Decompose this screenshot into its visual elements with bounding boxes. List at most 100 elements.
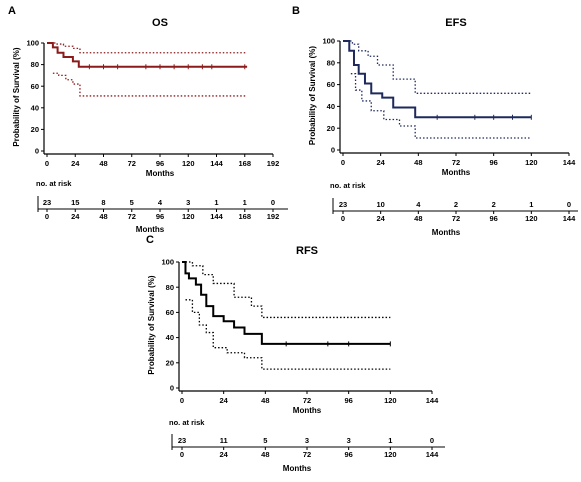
x-tick-label: 72	[452, 158, 460, 167]
ci-lower-line	[52, 72, 248, 97]
x-tick-label: 72	[303, 396, 311, 405]
risk-month-label: 72	[452, 214, 460, 223]
risk-count: 11	[220, 436, 228, 445]
y-tick-label: 60	[327, 80, 335, 89]
x-tick-label: 24	[71, 159, 80, 168]
risk-count: 0	[567, 200, 571, 209]
ci-upper-line	[182, 261, 391, 319]
x-tick-label: 144	[210, 159, 223, 168]
x-tick-label: 24	[376, 158, 385, 167]
risk-count: 23	[178, 436, 186, 445]
risk-count: 5	[130, 198, 134, 207]
risk-months-label: Months	[283, 464, 312, 473]
x-tick-label: 48	[261, 396, 269, 405]
risk-count: 8	[101, 198, 105, 207]
risk-month-label: 144	[426, 450, 439, 459]
panel-letter: C	[146, 234, 154, 246]
y-tick-label: 60	[31, 82, 39, 91]
risk-count: 3	[347, 436, 351, 445]
risk-count: 2	[492, 200, 496, 209]
y-tick-label: 20	[31, 125, 39, 134]
survival-line	[47, 42, 248, 68]
risk-count: 1	[214, 198, 218, 207]
risk-month-label: 120	[525, 214, 538, 223]
y-axis-label: Probability of Survival (%)	[147, 275, 156, 374]
x-tick-label: 72	[128, 159, 136, 168]
risk-month-label: 96	[156, 212, 164, 221]
x-axis-label: Months	[442, 168, 471, 177]
x-tick-label: 96	[344, 396, 352, 405]
panel-letter: A	[8, 5, 16, 17]
risk-table-header: no. at risk	[330, 181, 366, 190]
risk-month-label: 192	[267, 212, 280, 221]
risk-month-label: 0	[45, 212, 49, 221]
risk-month-label: 144	[210, 212, 223, 221]
risk-month-label: 48	[414, 214, 422, 223]
risk-month-label: 24	[71, 212, 80, 221]
risk-count: 5	[263, 436, 267, 445]
y-tick-label: 20	[166, 358, 174, 367]
risk-table-header: no. at risk	[169, 418, 205, 427]
ci-lower-line	[185, 299, 391, 370]
risk-count: 3	[305, 436, 309, 445]
risk-count: 1	[243, 198, 247, 207]
x-tick-label: 120	[182, 159, 195, 168]
x-tick-label: 144	[426, 396, 439, 405]
risk-months-label: Months	[432, 228, 461, 237]
y-tick-label: 60	[166, 308, 174, 317]
chart-title: RFS	[296, 245, 318, 257]
y-tick-label: 0	[170, 384, 174, 393]
y-tick-label: 40	[327, 102, 335, 111]
x-tick-label: 168	[238, 159, 251, 168]
x-tick-label: 192	[267, 159, 280, 168]
risk-month-label: 120	[182, 212, 195, 221]
risk-month-label: 0	[180, 450, 184, 459]
risk-month-label: 168	[238, 212, 251, 221]
y-tick-label: 80	[327, 58, 335, 67]
risk-count: 0	[430, 436, 434, 445]
risk-count: 1	[529, 200, 533, 209]
risk-month-label: 96	[344, 450, 352, 459]
risk-month-label: 96	[489, 214, 497, 223]
y-tick-label: 80	[166, 283, 174, 292]
risk-month-label: 72	[128, 212, 136, 221]
risk-month-label: 72	[303, 450, 311, 459]
risk-months-label: Months	[136, 225, 165, 234]
risk-month-label: 144	[563, 214, 576, 223]
risk-count: 0	[271, 198, 275, 207]
risk-count: 1	[388, 436, 392, 445]
risk-count: 23	[339, 200, 347, 209]
survival-line	[343, 40, 532, 119]
risk-count: 15	[71, 198, 79, 207]
survival-line	[182, 261, 391, 345]
risk-month-label: 24	[376, 214, 385, 223]
x-tick-label: 144	[563, 158, 576, 167]
ci-lower-line	[350, 73, 532, 139]
y-tick-label: 80	[31, 60, 39, 69]
risk-count: 10	[376, 200, 384, 209]
x-tick-label: 0	[45, 159, 49, 168]
y-axis-label: Probability of Survival (%)	[308, 46, 317, 145]
risk-month-label: 24	[219, 450, 228, 459]
risk-count: 3	[186, 198, 190, 207]
risk-count: 4	[158, 198, 163, 207]
risk-count: 23	[43, 198, 51, 207]
x-axis-label: Months	[293, 406, 322, 415]
x-axis-label: Months	[146, 169, 175, 178]
y-tick-label: 40	[31, 103, 39, 112]
y-tick-label: 100	[322, 37, 335, 46]
risk-month-label: 48	[261, 450, 269, 459]
risk-month-label: 0	[341, 214, 345, 223]
x-tick-label: 120	[525, 158, 538, 167]
chart-title: EFS	[445, 17, 466, 29]
risk-month-label: 48	[99, 212, 107, 221]
risk-count: 4	[416, 200, 421, 209]
chart-title: OS	[152, 17, 168, 29]
panel-letter: B	[292, 5, 300, 17]
y-tick-label: 0	[35, 147, 39, 156]
y-tick-label: 100	[26, 39, 39, 48]
ci-upper-line	[47, 42, 248, 54]
x-tick-label: 24	[219, 396, 228, 405]
